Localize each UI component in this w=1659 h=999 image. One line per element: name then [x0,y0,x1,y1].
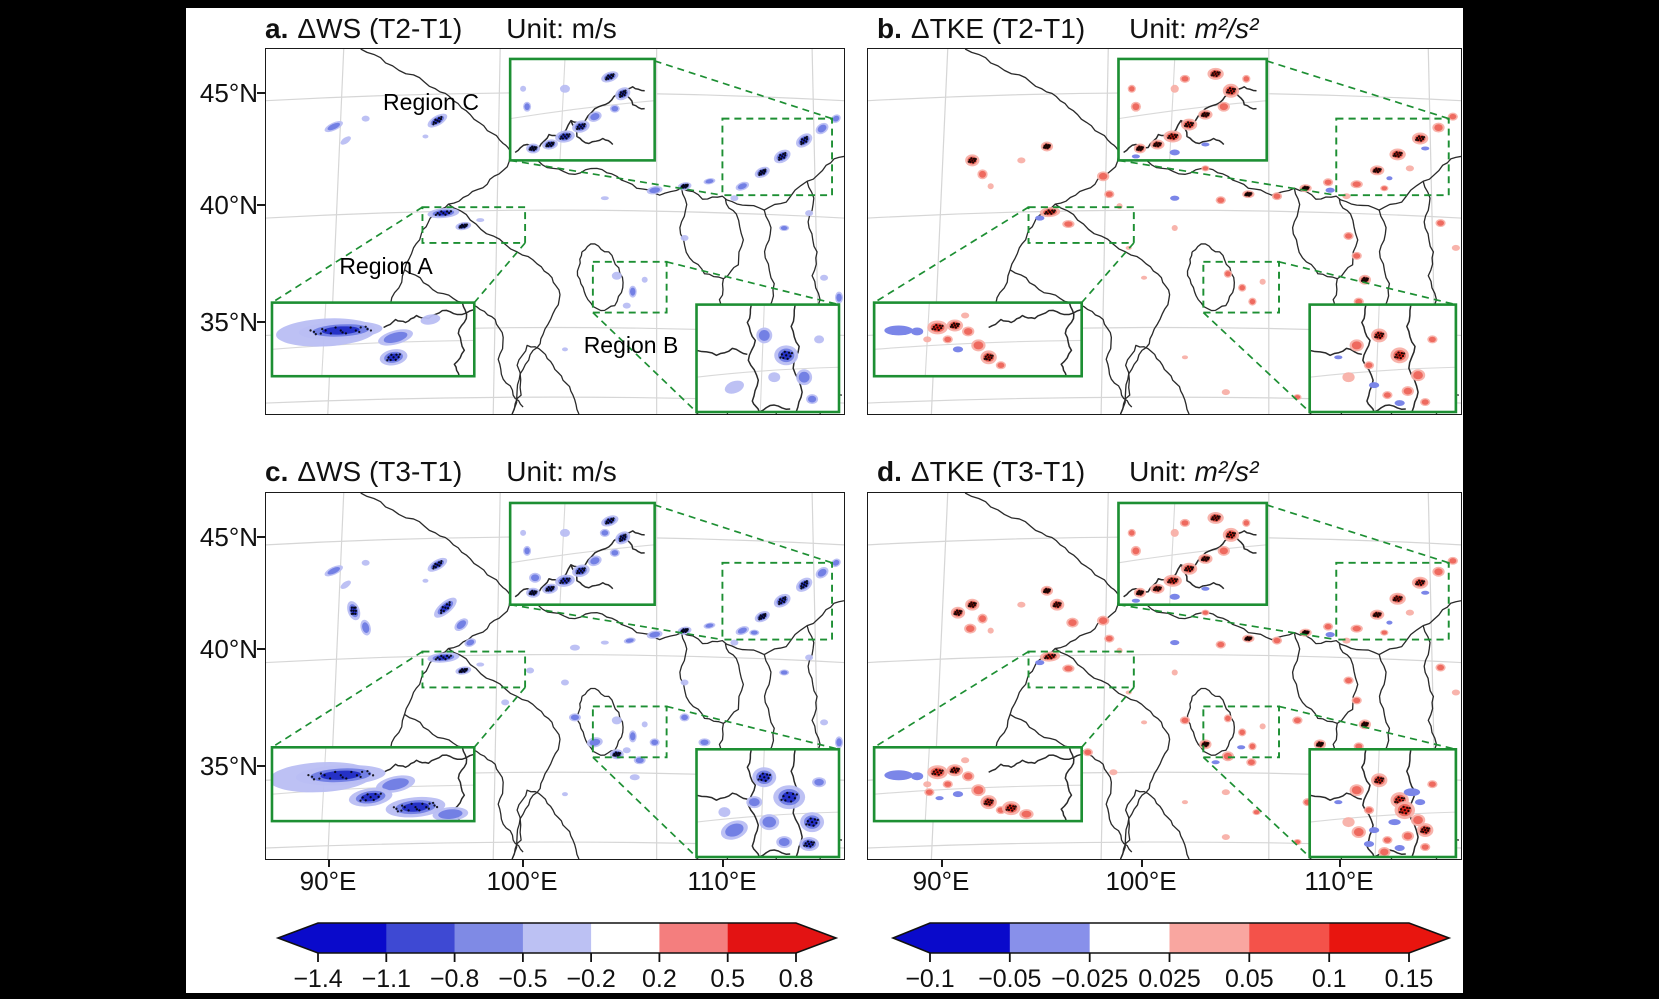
y-tickmark [257,92,265,94]
colorbar-ws-left-arrow [278,923,318,953]
y-tickmark [257,321,265,323]
map-panel-c [265,492,845,860]
lon-tick-110e-right: 110°E [1304,866,1374,896]
lon-tick-90e-left: 90°E [299,866,357,896]
map-canvas-d [868,493,1461,859]
colorbar-ws-label: −0.5 [498,965,547,993]
colorbar-tke-label: −0.025 [1051,965,1128,993]
map-canvas-c [266,493,844,859]
panel-d-title: d. ΔTKE (T3-T1) Unit: m²/s² [877,456,1259,487]
colorbar-tke-label: 0.025 [1138,965,1201,993]
colorbar-ws-right-arrow [796,923,836,953]
lat-tick-40n-row1: 40°N [199,190,258,220]
colorbar-ws-label: −1.1 [362,965,411,993]
lat-tick-40n-row2: 40°N [199,634,258,664]
x-tickmark [522,860,524,867]
colorbar-ws-label: 0.8 [779,965,814,993]
colorbar-ws-label: −0.2 [566,965,615,993]
x-tickmark [328,860,330,867]
colorbar-ws-label: −0.8 [430,965,479,993]
colorbar-tke-left-arrow [893,923,930,953]
panel-b-title: b. ΔTKE (T2-T1) Unit: m²/s² [877,13,1259,44]
map-panel-b [867,48,1462,415]
panel-c-letter: c. [265,456,289,487]
panel-c-title: c. ΔWS (T3-T1) Unit: m/s [265,456,617,487]
lon-tick-100e-right: 100°E [1105,866,1177,896]
colorbar-tke-right-arrow [1409,923,1449,953]
lon-tick-110e-left: 110°E [687,866,757,896]
colorbar-ws: −1.4 −1.1 −0.8 −0.5 −0.2 0.2 0.5 0.8 [275,922,839,993]
region-c-label: Region C [383,89,479,115]
colorbar-ws-ticks [317,953,797,962]
y-tickmark [257,536,265,538]
colorbar-tke-label: −0.05 [978,965,1041,993]
panel-a-title: a. ΔWS (T2-T1) Unit: m/s [265,13,617,44]
lon-tick-100e-left: 100°E [486,866,558,896]
x-tickmark [1339,860,1341,867]
panel-d-letter: d. [877,456,902,487]
region-a-label: Region A [339,253,433,279]
region-b-label: Region B [583,332,679,358]
panel-b-letter: b. [877,13,902,44]
colorbar-ws-label: 0.5 [710,965,745,993]
colorbar-ws-label: −1.4 [293,965,342,993]
x-tickmark [1141,860,1143,867]
x-tickmark [722,860,724,867]
lon-tick-90e-right: 90°E [912,866,970,896]
colorbar-tke-label: 0.15 [1385,965,1434,993]
map-canvas-a [266,49,844,414]
lat-tick-45n-row2: 45°N [199,522,258,552]
y-tickmark [257,648,265,650]
x-tickmark [941,860,943,867]
lat-tick-35n-row2: 35°N [199,751,258,781]
y-tickmark [257,204,265,206]
map-canvas-b [868,49,1461,414]
y-tickmark [257,765,265,767]
panel-a-letter: a. [265,13,289,44]
lat-tick-45n-row1: 45°N [199,78,258,108]
colorbar-ws-label: 0.2 [642,965,677,993]
lat-tick-35n-row1: 35°N [199,307,258,337]
colorbar-tke: −0.1 −0.05 −0.025 0.025 0.05 0.1 0.15 [890,922,1452,993]
colorbar-tke-label: 0.1 [1312,965,1347,993]
colorbar-tke-label: 0.05 [1225,965,1274,993]
colorbar-tke-label: −0.1 [905,965,954,993]
map-panel-d [867,492,1462,860]
map-panel-a: Region C Region A Region B [265,48,845,415]
colorbar-tke-ticks [929,953,1410,962]
